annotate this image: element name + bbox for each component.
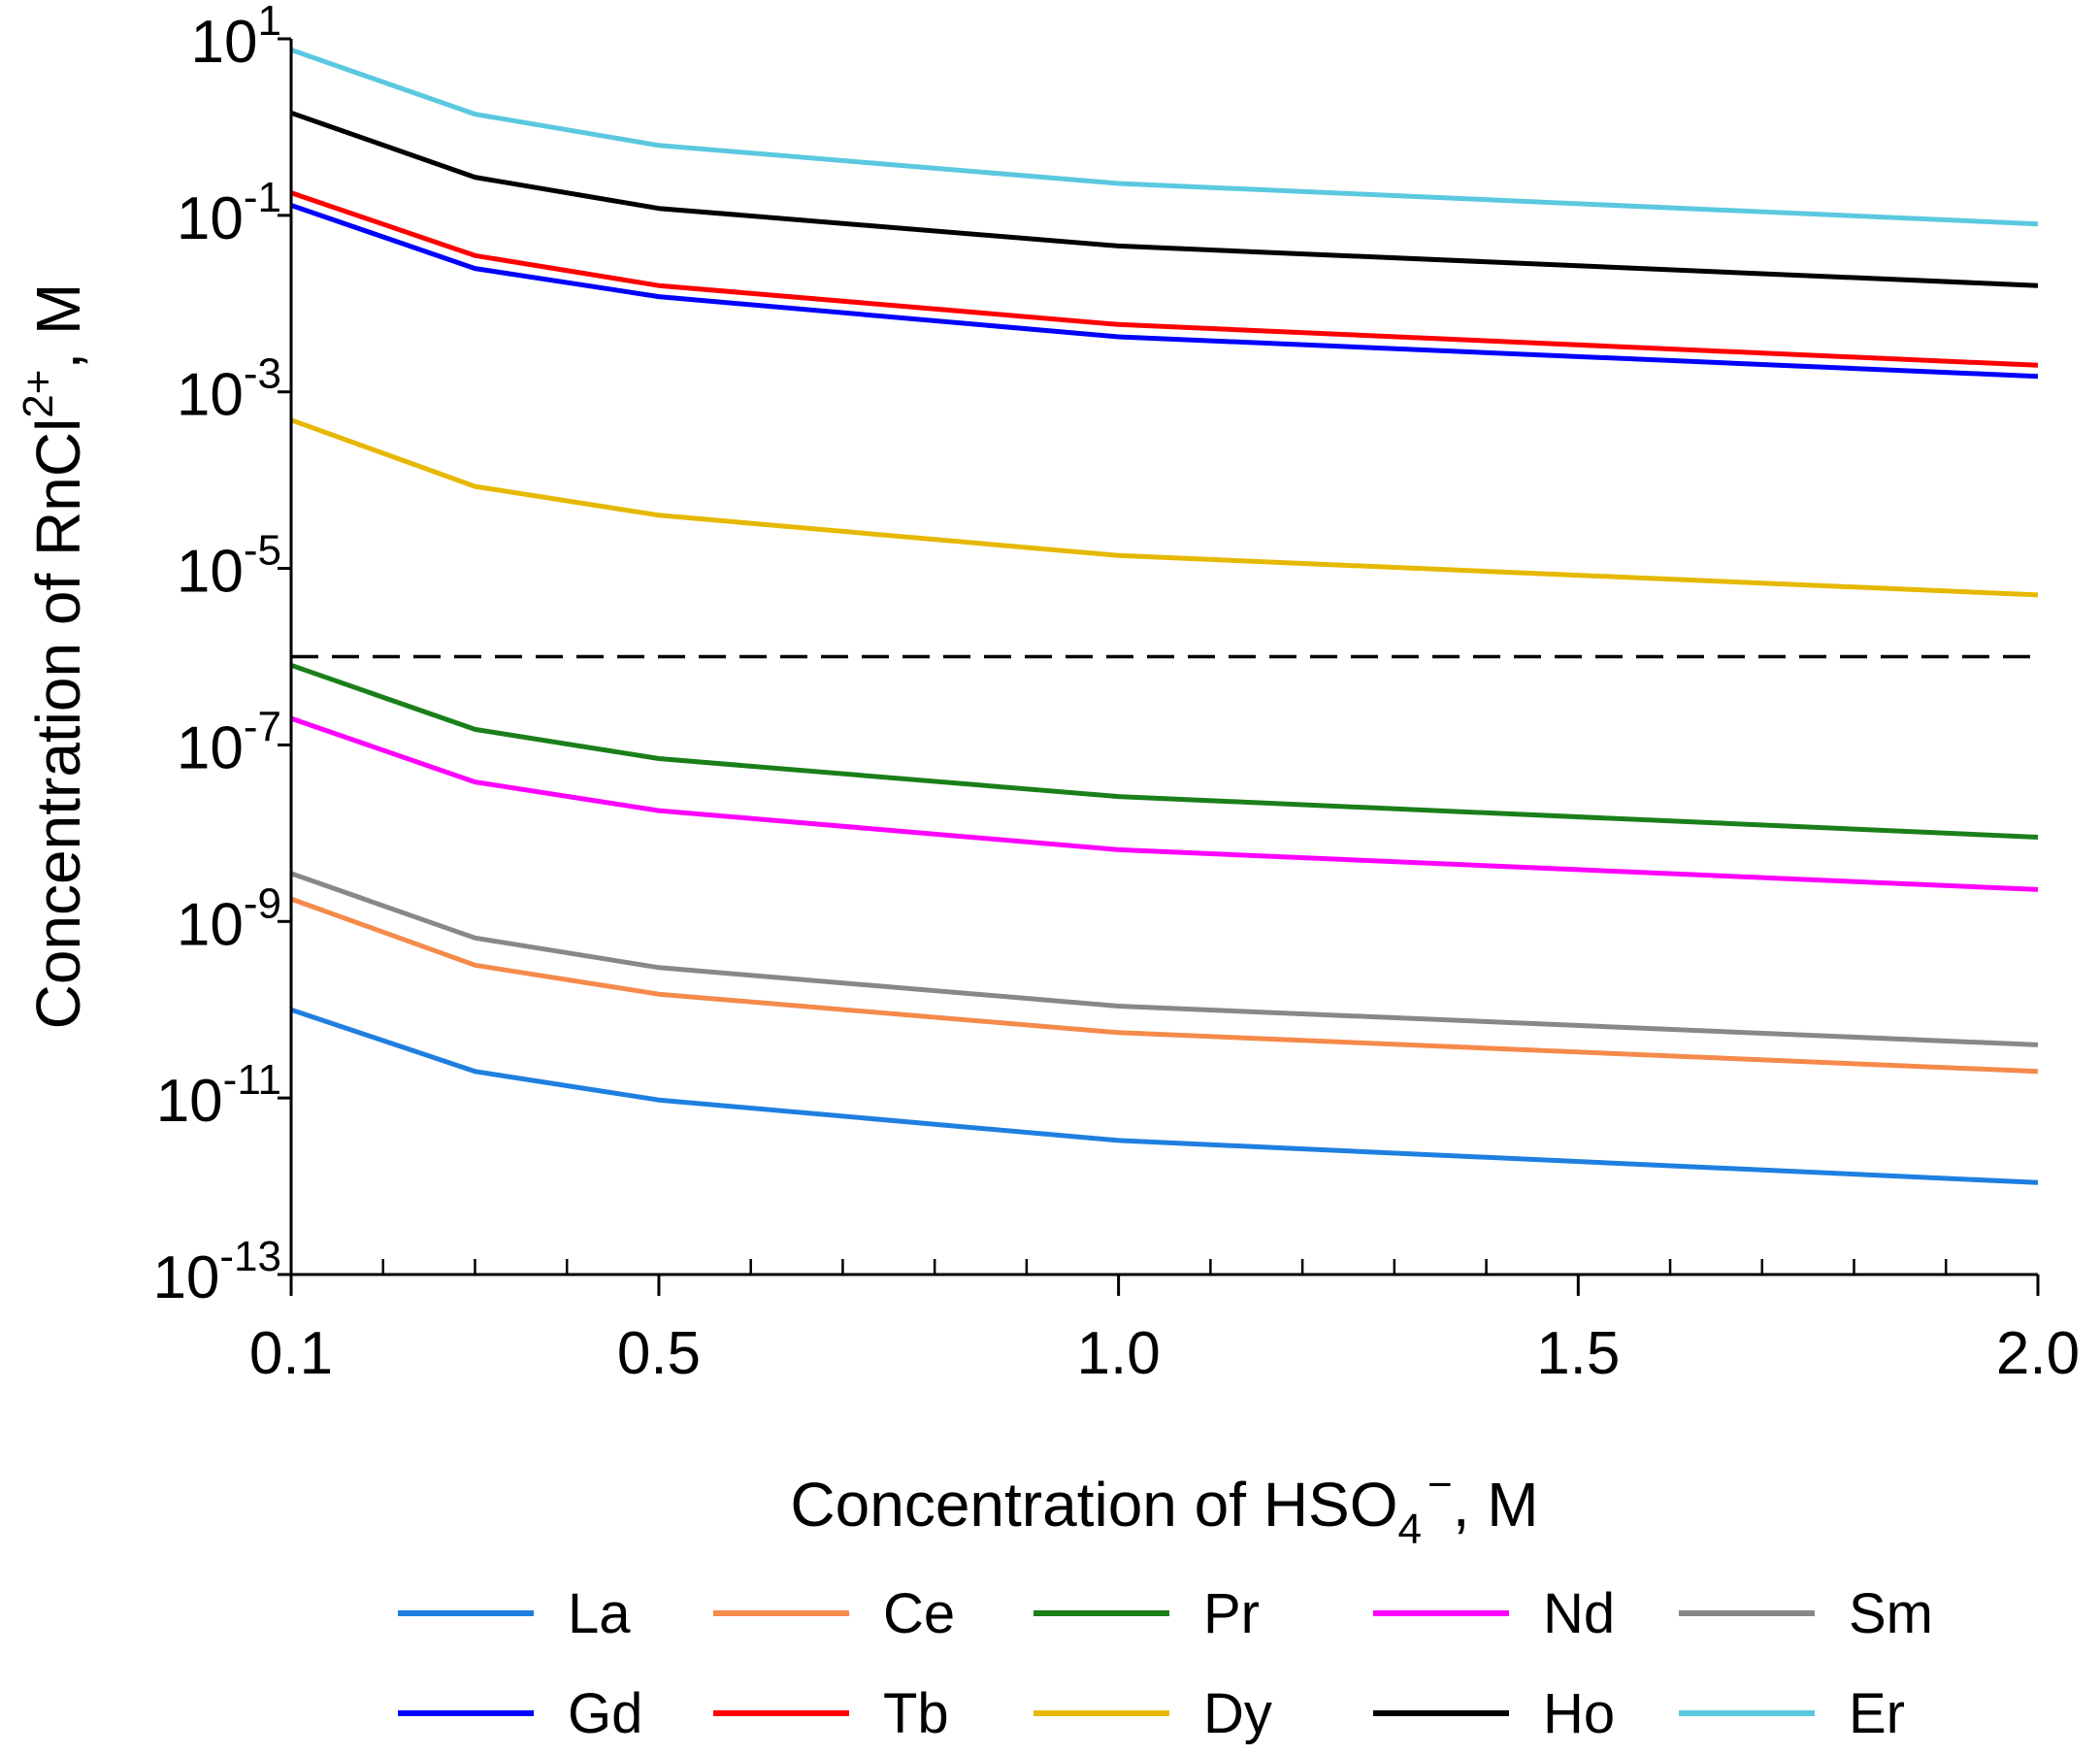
y-tick-label-7: 10-13 <box>152 1233 281 1311</box>
legend-item-la: La <box>398 1582 631 1645</box>
series-line-ho <box>290 110 2039 288</box>
legend-label-tb: Tb <box>883 1682 949 1745</box>
series-line-gd <box>290 203 2039 380</box>
series-line-la <box>290 1007 2039 1185</box>
legend-item-pr: Pr <box>1034 1582 1260 1645</box>
ticks-layer: 0.1 0.5 1.0 1.5 2.0 101 10-1 10-3 10-5 10-7 10-9 10… <box>152 0 2080 1387</box>
legend-item-ce: Ce <box>713 1582 955 1645</box>
legend-label-nd: Nd <box>1543 1582 1615 1645</box>
series-line-pr <box>290 662 2039 840</box>
legend-item-sm: Sm <box>1679 1582 1933 1645</box>
legend-item-nd: Nd <box>1373 1582 1615 1645</box>
x-tick-label-4: 2.0 <box>1996 1320 2080 1387</box>
series-line-tb <box>290 190 2039 368</box>
legend-label-gd: Gd <box>568 1682 642 1745</box>
legend-item-er: Er <box>1679 1682 1905 1745</box>
x-tick-label-0: 0.1 <box>249 1320 333 1387</box>
legend-label-sm: Sm <box>1849 1582 1933 1645</box>
series-line-dy <box>290 417 2039 598</box>
series-line-sm <box>290 871 2039 1047</box>
legend-label-pr: Pr <box>1203 1582 1260 1645</box>
x-tick-label-2: 1.0 <box>1077 1320 1161 1387</box>
y-tick-label-5: 10-9 <box>177 879 281 958</box>
x-tick-label-3: 1.5 <box>1536 1320 1620 1387</box>
legend: La Ce Pr Nd Sm Gd Tb Dy Ho Er <box>398 1582 1933 1745</box>
series-line-er <box>290 48 2039 227</box>
series-line-nd <box>290 715 2039 892</box>
legend-item-gd: Gd <box>398 1682 642 1745</box>
y-tick-label-3: 10-5 <box>177 527 281 606</box>
legend-label-dy: Dy <box>1203 1682 1272 1745</box>
y-tick-label-2: 10-3 <box>177 350 281 429</box>
legend-item-tb: Tb <box>713 1682 949 1745</box>
y-tick-label-6: 10-11 <box>156 1056 281 1135</box>
series-line-ce <box>290 896 2039 1075</box>
x-axis-title: Concentration of HSO4−, M <box>790 1461 1538 1553</box>
series-layer <box>290 48 2039 1185</box>
legend-item-ho: Ho <box>1373 1682 1615 1745</box>
legend-label-ho: Ho <box>1543 1682 1615 1745</box>
y-tick-label-1: 10-1 <box>177 174 281 252</box>
legend-label-er: Er <box>1849 1682 1905 1745</box>
y-tick-label-0: 101 <box>191 0 281 76</box>
y-tick-label-4: 10-7 <box>177 703 281 781</box>
y-axis-title: Concentration of RnCl2+, M <box>15 283 93 1030</box>
x-tick-label-1: 0.5 <box>617 1320 701 1387</box>
legend-item-dy: Dy <box>1034 1682 1272 1745</box>
legend-label-ce: Ce <box>883 1582 955 1645</box>
axes-layer <box>289 39 2038 1276</box>
legend-label-la: La <box>568 1582 631 1645</box>
